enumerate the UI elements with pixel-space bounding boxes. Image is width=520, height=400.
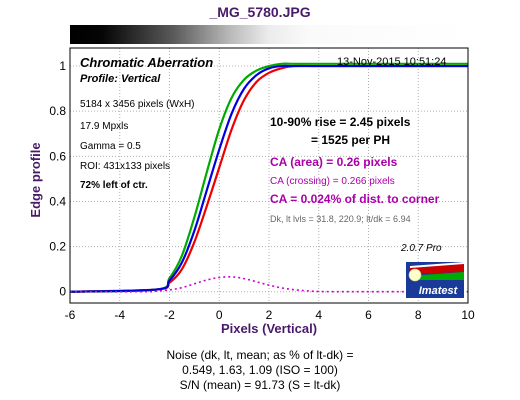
- imatest-logo-icon: Imatest: [406, 262, 464, 298]
- timestamp: 13-Nov-2015 10:51:24: [337, 56, 447, 68]
- y-tick-label: 0.4: [49, 194, 66, 208]
- y-tick-label: 0.2: [49, 240, 66, 254]
- per-ph-annotation: = 1525 per PH: [311, 133, 391, 147]
- plot-frame: [69, 47, 469, 304]
- ca-crossing-annotation: CA (crossing) = 0.266 pixels: [270, 176, 395, 187]
- x-tick-label: -2: [164, 308, 175, 322]
- y-tick-label: 0: [59, 285, 66, 299]
- series-line-3: [69, 275, 468, 293]
- series-group: [69, 62, 468, 293]
- chart-subtitle: Profile: Vertical: [80, 73, 161, 85]
- x-tick-label: 8: [415, 308, 422, 322]
- y-tick-label: 1: [59, 59, 66, 73]
- x-axis-label: Pixels (Vertical): [221, 321, 317, 336]
- info-gamma: Gamma = 0.5: [80, 141, 141, 152]
- series-line-2: [69, 64, 468, 293]
- info-roi: ROI: 431x133 pixels: [80, 161, 171, 172]
- x-tick-labels: -6 -4 -2 0 2 4 6 8 10: [65, 308, 475, 322]
- y-tick-label: 0.8: [49, 104, 66, 118]
- y-axis-label: Edge profile: [28, 142, 43, 217]
- ca-corner-annotation: CA = 0.024% of dist. to corner: [270, 192, 440, 206]
- chart-title: Chromatic Aberration: [80, 55, 214, 70]
- x-tick-label: 10: [461, 308, 475, 322]
- version-label: 2.0.7 Pro: [401, 243, 442, 254]
- x-tick-label: 2: [266, 308, 273, 322]
- x-tick-label: -6: [65, 308, 76, 322]
- info-size: 5184 x 3456 pixels (WxH): [80, 99, 195, 110]
- rise-annotation: 10-90% rise = 2.45 pixels: [270, 115, 411, 129]
- x-tick-label: 6: [365, 308, 372, 322]
- edge-gradient-strip: [70, 25, 468, 44]
- info-mpxls: 17.9 Mpxls: [80, 121, 129, 132]
- logo-text: Imatest: [419, 285, 459, 297]
- noise-line-1: Noise (dk, lt, mean; as % of lt-dk) =: [166, 348, 354, 362]
- noise-line-3: S/N (mean) = 91.73 (S = lt-dk): [179, 378, 341, 392]
- x-tick-label: 0: [216, 308, 223, 322]
- ca-area-annotation: CA (area) = 0.26 pixels: [270, 155, 398, 169]
- imatest-logo: Imatest: [406, 262, 464, 298]
- y-tick-labels: 0 0.2 0.4 0.6 0.8 1: [49, 59, 66, 299]
- x-tick-label: 4: [315, 308, 322, 322]
- noise-summary: Noise (dk, lt, mean; as % of lt-dk) = 0.…: [0, 348, 520, 393]
- file-title: _MG_5780.JPG: [209, 4, 311, 20]
- x-tick-label: -4: [114, 308, 125, 322]
- y-tick-label: 0.6: [49, 149, 66, 163]
- levels-annotation: Dk, lt lvls = 31.8, 220.9; lt/dk = 6.94: [270, 214, 411, 224]
- info-position: 72% left of ctr.: [80, 180, 148, 191]
- noise-line-2: 0.549, 1.63, 1.09 (ISO = 100): [182, 363, 338, 377]
- series-line-1: [69, 62, 468, 293]
